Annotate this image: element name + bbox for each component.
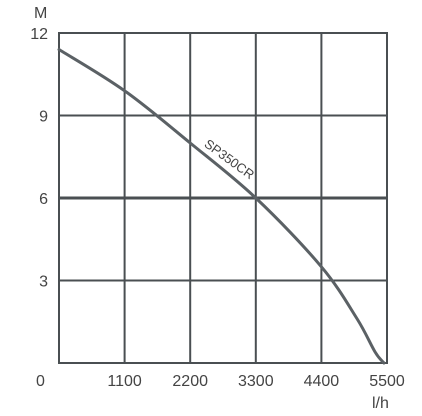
x-tick-label: 1100: [107, 373, 142, 390]
x-tick-label: 3300: [238, 373, 274, 390]
curve-layer: [57, 48, 386, 365]
origin-tick-label: 0: [36, 373, 45, 390]
y-axis-label: M: [34, 5, 47, 22]
x-axis-label: l/h: [372, 395, 389, 412]
y-tick-label: 6: [39, 191, 48, 208]
x-tick-label: 5500: [369, 373, 405, 390]
y-tick-label: 12: [30, 26, 48, 43]
y-tick-label: 3: [39, 274, 48, 291]
grid: [58, 32, 388, 364]
y-tick-label: 9: [39, 109, 48, 126]
x-tick-label: 4400: [304, 373, 340, 390]
series-line: [57, 48, 386, 365]
x-tick-label: 2200: [172, 373, 208, 390]
